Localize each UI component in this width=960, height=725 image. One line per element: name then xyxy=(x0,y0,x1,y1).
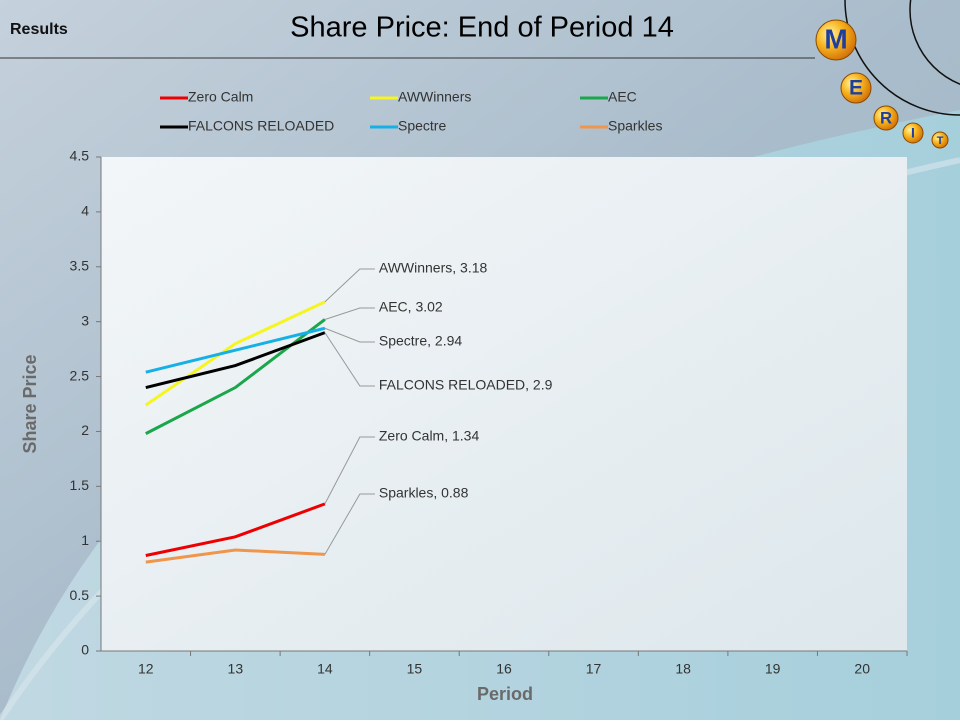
y-tick-label: 1 xyxy=(81,532,89,548)
y-tick-label: 4.5 xyxy=(70,148,90,164)
data-label: FALCONS RELOADED, 2.9 xyxy=(379,377,553,393)
data-label: AEC, 3.02 xyxy=(379,299,443,315)
header: Results xyxy=(10,21,68,38)
leader-line xyxy=(324,493,375,555)
legend-label: Zero Calm xyxy=(188,89,253,105)
logo-letter: I xyxy=(911,125,915,141)
logo-letter: M xyxy=(824,23,847,54)
y-tick-label: 2.5 xyxy=(70,367,90,383)
y-tick-label: 2 xyxy=(81,422,89,438)
y-tick-label: 0 xyxy=(81,642,89,658)
plot-area xyxy=(101,157,907,651)
logo-ball xyxy=(873,105,899,131)
x-tick-label: 13 xyxy=(228,661,244,677)
x-tick-label: 19 xyxy=(765,661,781,677)
y-axis-title: Share Price xyxy=(20,354,40,453)
deco-circle xyxy=(909,0,960,85)
logo-ball xyxy=(931,131,949,149)
leader-line xyxy=(324,307,375,320)
logo-ball xyxy=(815,19,857,61)
leader-line xyxy=(324,436,375,505)
series-line xyxy=(145,326,326,374)
x-axis-title: Period xyxy=(477,684,533,704)
y-tick-label: 3 xyxy=(81,312,89,328)
leader-line xyxy=(324,268,375,303)
data-label: AWWinners, 3.18 xyxy=(379,260,488,276)
x-tick-label: 12 xyxy=(138,661,154,677)
x-tick-label: 16 xyxy=(496,661,512,677)
series-line xyxy=(145,502,326,557)
legend-label: Spectre xyxy=(398,118,446,134)
chart-title: Share Price: End of Period 14 xyxy=(290,12,674,44)
series-line xyxy=(144,300,326,407)
logo-ball xyxy=(840,72,872,104)
logo-letter: E xyxy=(849,77,863,100)
logo-letter: T xyxy=(937,135,944,147)
legend-label: AWWinners xyxy=(398,89,471,105)
logo-letter: R xyxy=(880,108,892,127)
y-tick-label: 1.5 xyxy=(70,477,90,493)
leader-line xyxy=(324,332,375,387)
x-tick-label: 18 xyxy=(675,661,691,677)
series-line xyxy=(145,548,325,564)
x-tick-label: 17 xyxy=(586,661,602,677)
series-line xyxy=(145,331,326,389)
y-tick-label: 0.5 xyxy=(70,587,90,603)
logo: MER I T xyxy=(815,19,949,149)
data-label: Sparkles, 0.88 xyxy=(379,485,469,501)
x-tick-label: 14 xyxy=(317,661,333,677)
x-tick-label: 15 xyxy=(407,661,423,677)
logo-ball xyxy=(902,122,924,144)
legend-label: Sparkles xyxy=(608,118,662,134)
leader-line xyxy=(324,327,375,343)
legend-label: FALCONS RELOADED xyxy=(188,118,334,134)
data-label: Spectre, 2.94 xyxy=(379,333,462,349)
x-tick-label: 20 xyxy=(854,661,870,677)
y-tick-label: 4 xyxy=(81,203,89,219)
data-label: Zero Calm, 1.34 xyxy=(379,428,480,444)
y-tick-label: 3.5 xyxy=(70,257,90,273)
legend-label: AEC xyxy=(608,89,637,105)
